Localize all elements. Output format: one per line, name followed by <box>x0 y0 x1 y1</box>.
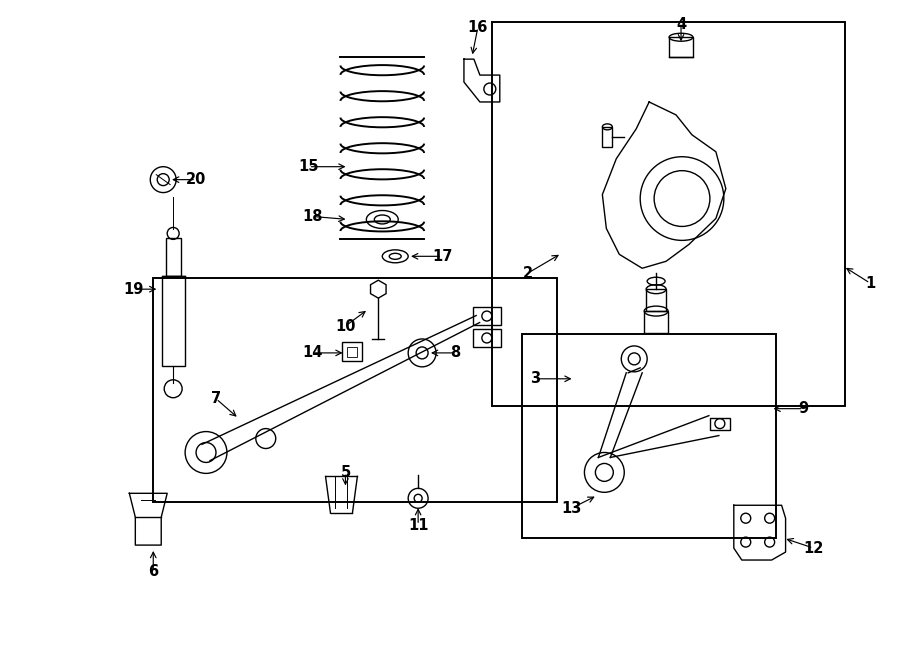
Text: 1: 1 <box>865 276 876 291</box>
Text: 19: 19 <box>123 282 143 297</box>
Text: 10: 10 <box>335 319 356 334</box>
Bar <box>343 342 363 361</box>
Bar <box>644 311 668 333</box>
Text: 8: 8 <box>450 346 460 360</box>
Text: 15: 15 <box>298 159 319 175</box>
Bar <box>491 22 845 406</box>
Text: 9: 9 <box>798 401 808 416</box>
Text: 13: 13 <box>562 501 581 516</box>
Text: 20: 20 <box>186 172 206 187</box>
Bar <box>347 347 357 357</box>
Bar <box>602 127 612 147</box>
Text: 7: 7 <box>211 391 221 407</box>
Text: 5: 5 <box>340 465 351 480</box>
Text: 3: 3 <box>529 371 540 386</box>
Bar <box>472 329 500 347</box>
Bar <box>166 239 181 276</box>
Bar <box>710 418 730 430</box>
Bar <box>669 37 693 57</box>
Bar <box>153 278 556 502</box>
Bar <box>162 276 184 366</box>
Bar <box>646 289 666 311</box>
Text: 14: 14 <box>302 346 323 360</box>
Text: 11: 11 <box>408 518 428 533</box>
Bar <box>472 307 500 325</box>
Text: 17: 17 <box>432 249 452 264</box>
Bar <box>522 334 776 538</box>
Text: 18: 18 <box>302 209 323 224</box>
Text: 12: 12 <box>804 541 824 556</box>
Text: 6: 6 <box>148 564 158 580</box>
Text: 2: 2 <box>523 266 533 281</box>
Text: 4: 4 <box>676 17 686 32</box>
Text: 16: 16 <box>468 20 488 35</box>
